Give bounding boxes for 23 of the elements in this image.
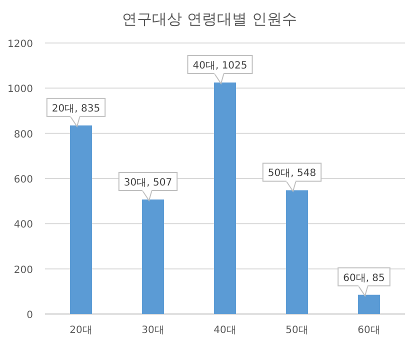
x-tick-label: 20대 bbox=[70, 325, 92, 336]
y-tick-label: 400 bbox=[14, 220, 33, 231]
x-tick-label: 30대 bbox=[142, 325, 164, 336]
data-label: 50대, 548 bbox=[268, 168, 316, 180]
y-tick-label: 0 bbox=[26, 310, 33, 321]
bar bbox=[214, 82, 236, 314]
bar bbox=[142, 200, 164, 314]
y-tick-label: 800 bbox=[14, 129, 33, 140]
bar bbox=[70, 125, 92, 314]
data-label: 30대, 507 bbox=[124, 178, 172, 189]
y-tick-label: 1000 bbox=[8, 84, 33, 96]
x-tick-label: 60대 bbox=[358, 325, 380, 336]
data-label: 20대, 835 bbox=[52, 103, 100, 114]
data-label: 60대, 85 bbox=[343, 272, 385, 284]
y-tick-label: 200 bbox=[14, 264, 33, 276]
data-label: 40대, 1025 bbox=[192, 60, 248, 72]
x-tick-label: 50대 bbox=[286, 325, 308, 336]
chart-title: 연구대상 연령대별 인원수 bbox=[122, 10, 297, 28]
bar bbox=[286, 190, 308, 314]
bar bbox=[358, 294, 380, 314]
y-tick-label: 600 bbox=[14, 174, 33, 186]
y-tick-label: 1200 bbox=[8, 39, 33, 50]
x-tick-label: 40대 bbox=[214, 325, 236, 336]
